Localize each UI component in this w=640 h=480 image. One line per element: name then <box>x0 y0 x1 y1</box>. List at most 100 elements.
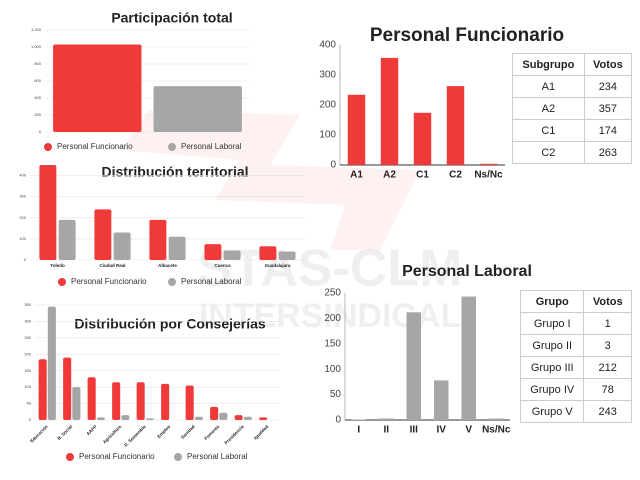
x-tick-label: Fomento <box>203 424 220 441</box>
bar <box>63 357 72 420</box>
table-cell: 78 <box>583 378 632 401</box>
table-cell: 234 <box>583 75 633 98</box>
bar <box>161 383 170 420</box>
chart-title: Personal Laboral <box>402 263 532 280</box>
votes-table: Subgrupo Votos A1 234 A2 357 C1 174 C2 263 <box>512 53 633 164</box>
table-header-row: Subgrupo Votos <box>512 53 633 76</box>
y-tick-label: 0 <box>24 257 27 262</box>
y-tick-label: 250 <box>324 288 341 299</box>
bar <box>72 387 81 420</box>
table-row: Grupo II 3 <box>519 334 632 357</box>
table-cell: 1 <box>583 312 632 335</box>
bar <box>461 296 477 420</box>
bar <box>185 385 194 420</box>
x-tick-label: D. Sostenible <box>123 424 147 448</box>
table-row: A2 357 <box>512 97 633 120</box>
table-cell: Grupo II <box>519 334 585 357</box>
bar <box>113 232 131 260</box>
y-tick-label: 0 <box>335 415 341 426</box>
legend-label: Personal Funcionario <box>79 452 155 461</box>
x-tick-label: Empleo <box>156 424 171 439</box>
x-tick-label: Educación <box>29 424 49 444</box>
y-tick-label: 300 <box>24 318 31 323</box>
legend-swatch <box>174 453 182 461</box>
bar <box>153 86 242 132</box>
table-header-row: Grupo Votos <box>519 290 632 313</box>
table-cell: 212 <box>583 356 632 379</box>
table-cell: Grupo IV <box>519 378 585 401</box>
legend-label: Personal Funcionario <box>57 142 133 151</box>
bar <box>243 416 252 420</box>
chart-title: Distribución por Consejerías <box>74 316 266 332</box>
bar <box>96 417 105 420</box>
bar <box>58 219 76 260</box>
bar <box>259 417 268 420</box>
table-header-cell: Votos <box>583 53 633 76</box>
y-tick-label: 400 <box>34 95 41 100</box>
table-cell: 3 <box>583 334 632 357</box>
y-tick-label: 200 <box>19 215 26 220</box>
bar <box>121 415 130 420</box>
bar <box>47 306 56 420</box>
x-tick-label: Cuenca <box>214 263 231 268</box>
bar <box>446 86 465 165</box>
legend-swatch <box>66 453 74 461</box>
x-tick-label: V <box>465 425 472 436</box>
y-tick-label: 150 <box>324 338 341 349</box>
bar <box>223 250 241 260</box>
bar <box>413 112 432 165</box>
table-row: Grupo III 212 <box>519 356 632 379</box>
votes-table: Grupo Votos Grupo I 1 Grupo II 3 Grupo III 212 G… <box>519 290 632 423</box>
table-cell: C1 <box>512 119 585 142</box>
table-row: Grupo V 243 <box>519 400 632 423</box>
legend-swatch <box>44 143 52 151</box>
watermark-text: STAS-CLM <box>198 240 463 298</box>
bar <box>406 312 422 420</box>
bar <box>112 382 121 420</box>
x-tick-label: Sanidad <box>180 424 196 440</box>
bar <box>378 418 394 420</box>
chart-title: Distribución territorial <box>101 164 248 180</box>
x-tick-label: Igualdad <box>253 424 270 441</box>
y-tick-label: 100 <box>19 236 26 241</box>
y-tick-label: 0 <box>39 129 42 134</box>
x-tick-label: Agricultura <box>102 424 123 445</box>
y-tick-label: 100 <box>324 364 341 375</box>
y-tick-label: 100 <box>319 130 336 141</box>
bar <box>219 412 228 420</box>
y-tick-label: 400 <box>19 173 26 178</box>
x-tick-label: III <box>410 425 419 436</box>
y-tick-label: 1,200 <box>31 27 42 32</box>
x-tick-label: Ciudad Real <box>99 263 125 268</box>
x-tick-label: I <box>357 425 360 436</box>
bar <box>136 382 145 420</box>
bar <box>194 416 203 420</box>
y-tick-label: 0 <box>29 417 32 422</box>
bar <box>347 94 366 165</box>
table-header-cell: Grupo <box>519 290 585 313</box>
table-cell: 174 <box>583 119 633 142</box>
bar <box>204 244 222 260</box>
y-tick-label: 250 <box>24 335 31 340</box>
bar <box>38 359 47 420</box>
table-cell: C2 <box>512 141 585 164</box>
table-row: A1 234 <box>512 75 633 98</box>
bar <box>145 418 154 420</box>
x-tick-label: II <box>383 425 389 436</box>
bar <box>380 57 399 165</box>
y-tick-label: 100 <box>24 384 31 389</box>
y-tick-label: 50 <box>27 401 32 406</box>
table-cell: Grupo I <box>519 312 585 335</box>
y-tick-label: 150 <box>24 368 31 373</box>
bar <box>168 236 186 260</box>
y-tick-label: 300 <box>19 194 26 199</box>
bar <box>210 406 219 420</box>
x-tick-label: C2 <box>449 170 462 181</box>
x-tick-label: Albacete <box>158 263 177 268</box>
table-cell: 263 <box>583 141 633 164</box>
x-tick-label: Presidencia <box>223 424 245 446</box>
x-tick-label: Ns/Nc <box>482 425 511 436</box>
x-tick-label: A2 <box>383 170 396 181</box>
y-tick-label: 200 <box>319 100 336 111</box>
